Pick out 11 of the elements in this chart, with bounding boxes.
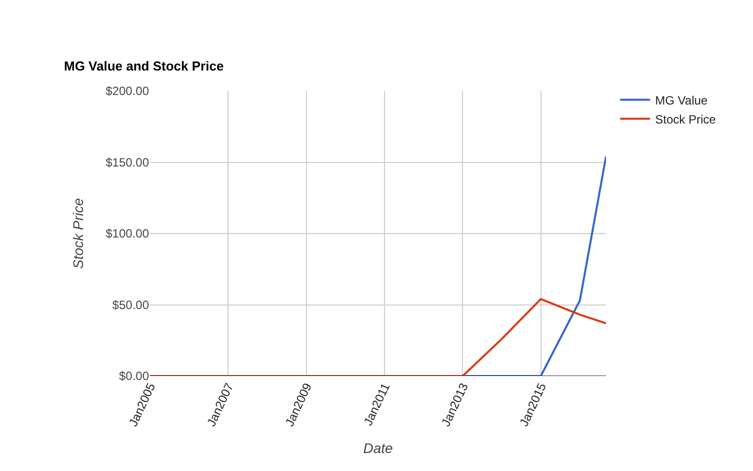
legend-label: Stock Price [655, 112, 716, 126]
line-series [150, 298, 606, 376]
y-tick-label: $0.00 [118, 369, 150, 384]
y-tick-label: $150.00 [106, 155, 150, 170]
chart-title: MG Value and Stock Price [64, 58, 224, 74]
y-axis-title: Stock Price [70, 198, 86, 269]
x-axis-title: Date [363, 440, 393, 456]
legend-label: MG Value [655, 93, 708, 108]
y-tick-label: $100.00 [106, 226, 150, 241]
y-tick-label: $50.00 [112, 298, 150, 312]
y-tick-label: $200.00 [106, 84, 150, 98]
